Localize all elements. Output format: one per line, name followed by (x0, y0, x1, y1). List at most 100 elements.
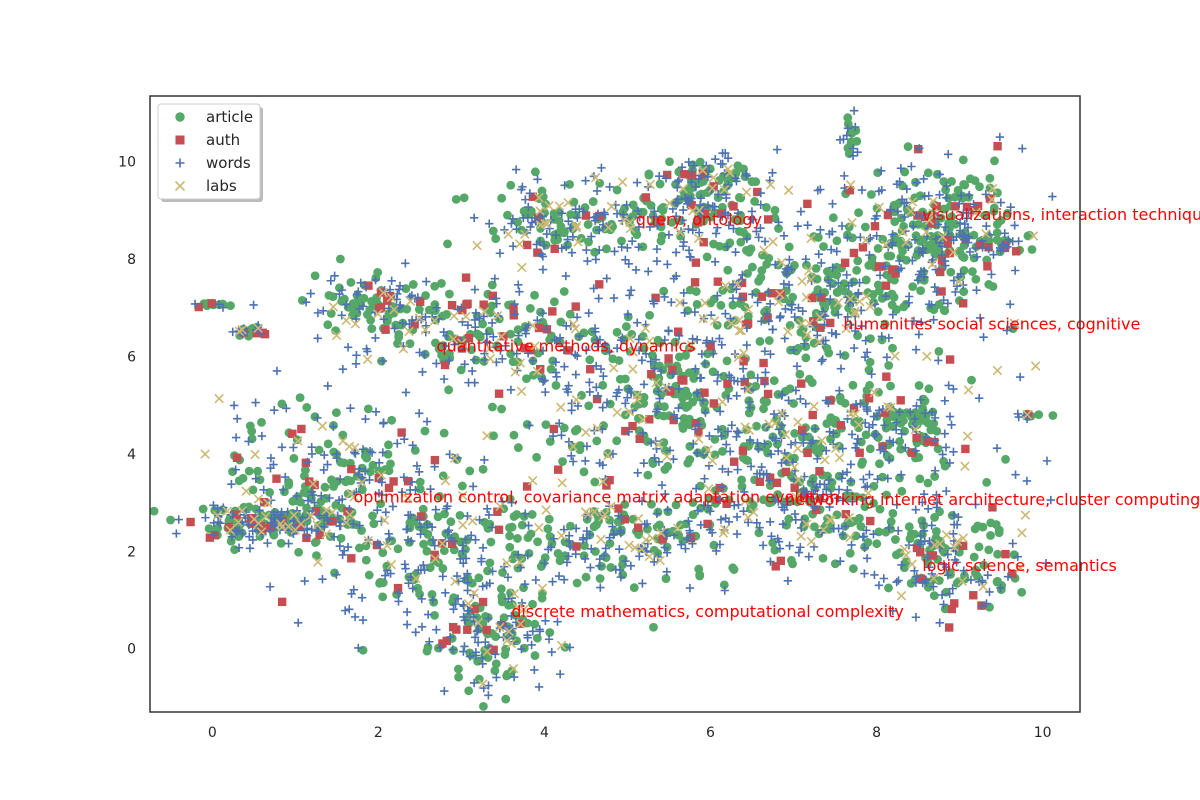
article-point (886, 381, 895, 391)
words-point (307, 525, 316, 534)
article-point (526, 529, 536, 539)
article-point (546, 364, 556, 374)
auth-point (534, 323, 544, 333)
words-point (461, 554, 471, 563)
words-point (614, 385, 624, 395)
words-point (678, 216, 687, 225)
auth-point (381, 325, 390, 334)
words-point (490, 274, 500, 283)
words-point (605, 502, 614, 511)
words-point (813, 186, 822, 195)
labs-point (456, 338, 467, 348)
article-point (969, 552, 979, 562)
words-point (401, 388, 411, 397)
labs-point (780, 429, 791, 440)
auth-point (686, 533, 696, 543)
article-point (575, 445, 585, 455)
labs-point (781, 453, 792, 463)
labs-point (603, 222, 614, 233)
words-point (689, 439, 698, 449)
words-point (350, 448, 359, 457)
words-point (707, 528, 717, 537)
words-point (843, 485, 852, 495)
article-point (730, 215, 740, 224)
labs-point (907, 197, 918, 207)
words-point (942, 181, 951, 191)
labs-point (910, 424, 921, 435)
words-point (879, 574, 889, 583)
annotation-label: humanities social sciences, cognitive (843, 315, 1140, 334)
labs-point (482, 430, 492, 441)
article-point (588, 197, 598, 206)
labs-point (841, 323, 851, 334)
article-point (364, 570, 374, 580)
auth-point (592, 394, 602, 404)
auth-point (1011, 247, 1021, 256)
words-point (834, 493, 843, 503)
auth-point (907, 448, 917, 457)
labs-point (379, 515, 390, 525)
words-point (567, 406, 576, 415)
labs-point (249, 514, 259, 525)
article-point (294, 547, 304, 557)
article-point (712, 320, 722, 330)
article-point (415, 477, 425, 487)
words-point (293, 618, 303, 628)
labs-point (672, 523, 683, 533)
labs-point (328, 302, 339, 312)
labs-point (506, 638, 517, 649)
words-point (346, 404, 355, 413)
auth-point (811, 505, 821, 515)
labs-point (806, 233, 816, 244)
words-point (255, 506, 264, 515)
words-point (777, 421, 786, 430)
labs-point (833, 297, 844, 308)
auth-point (797, 379, 806, 388)
words-point (672, 271, 681, 281)
labs-point (698, 313, 708, 324)
words-point (679, 205, 688, 215)
words-point (573, 401, 583, 411)
article-point (585, 355, 595, 365)
article-point (489, 431, 498, 441)
words-point (694, 420, 703, 429)
words-point (883, 474, 892, 483)
article-point (378, 592, 388, 602)
legend-label-article: article (206, 108, 253, 126)
words-point (862, 554, 872, 563)
words-point (582, 346, 591, 355)
words-point (703, 201, 713, 210)
article-point (559, 287, 569, 296)
auth-point (836, 420, 846, 430)
words-point (553, 617, 562, 626)
words-point (445, 450, 454, 459)
words-point (551, 358, 560, 367)
labs-point (389, 304, 399, 315)
labs-point (556, 640, 567, 651)
article-point (433, 512, 443, 522)
article-point (645, 310, 655, 320)
words-point (289, 443, 298, 452)
article-point (923, 168, 933, 178)
words-point (892, 500, 902, 509)
words-point (526, 222, 535, 232)
words-point (591, 361, 601, 371)
labs-point (846, 408, 856, 419)
words-point (470, 285, 480, 294)
article-point (376, 499, 386, 509)
article-point (545, 628, 555, 637)
words-point (538, 346, 548, 355)
words-point (548, 431, 558, 441)
words-point (471, 322, 480, 332)
words-point (554, 571, 564, 581)
words-point (514, 550, 523, 559)
auth-point (771, 562, 780, 571)
labs-point (801, 519, 812, 529)
labs-point (865, 301, 875, 312)
words-point (511, 165, 521, 174)
article-point (985, 183, 995, 193)
article-point (422, 546, 432, 556)
words-point (514, 280, 523, 290)
auth-point (528, 192, 538, 201)
words-point (284, 539, 293, 548)
